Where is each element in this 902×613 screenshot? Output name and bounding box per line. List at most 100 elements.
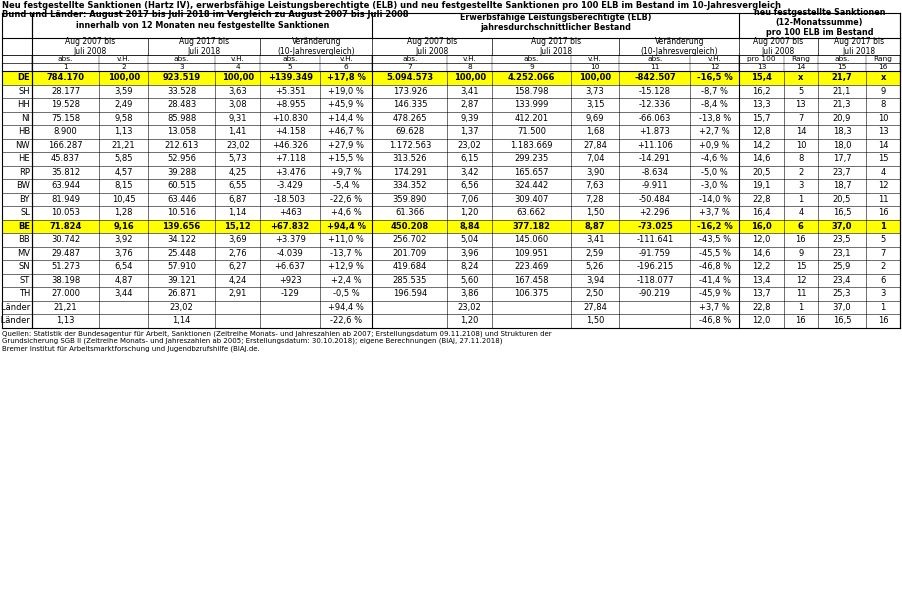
Text: 3,42: 3,42 (461, 168, 479, 177)
Text: 9,16: 9,16 (114, 222, 134, 230)
Text: 15,12: 15,12 (225, 222, 251, 230)
Text: v.H.: v.H. (339, 56, 354, 62)
Text: 8,24: 8,24 (461, 262, 479, 271)
Text: 201.709: 201.709 (392, 249, 427, 257)
Text: +94,4 %: +94,4 % (327, 222, 366, 230)
Text: 4,24: 4,24 (228, 276, 247, 285)
Text: -73.025: -73.025 (637, 222, 673, 230)
Text: 13,4: 13,4 (752, 276, 771, 285)
Text: 334.352: 334.352 (392, 181, 428, 190)
Text: 6: 6 (344, 64, 348, 70)
Text: -4.039: -4.039 (277, 249, 304, 257)
Text: 21,21: 21,21 (54, 303, 78, 312)
Text: 11: 11 (878, 195, 888, 204)
Text: BE: BE (18, 222, 30, 230)
Text: 8: 8 (798, 154, 804, 163)
Text: 377.182: 377.182 (512, 222, 550, 230)
Text: 2: 2 (880, 262, 886, 271)
Text: +463: +463 (279, 208, 301, 217)
Text: SH: SH (18, 87, 30, 96)
Text: 23,02: 23,02 (458, 303, 482, 312)
Text: -118.077: -118.077 (636, 276, 674, 285)
Text: 21,1: 21,1 (833, 87, 851, 96)
Text: 7,28: 7,28 (585, 195, 604, 204)
Text: 75.158: 75.158 (51, 114, 80, 123)
Text: 100,00: 100,00 (222, 73, 253, 82)
Text: +8.955: +8.955 (275, 101, 306, 109)
Text: -45,9 %: -45,9 % (699, 289, 731, 299)
Text: 25.448: 25.448 (167, 249, 196, 257)
Text: 256.702: 256.702 (392, 235, 427, 244)
Text: 15,4: 15,4 (751, 73, 772, 82)
Text: +3,7 %: +3,7 % (699, 208, 731, 217)
Text: 85.988: 85.988 (167, 114, 197, 123)
Text: abs.: abs. (282, 56, 298, 62)
Text: -66.063: -66.063 (639, 114, 671, 123)
Bar (2, 314, 900, 327)
Text: 12,8: 12,8 (752, 128, 771, 136)
Text: 2: 2 (121, 64, 126, 70)
Text: -15.128: -15.128 (639, 87, 671, 96)
Text: 16,4: 16,4 (752, 208, 771, 217)
Text: 3: 3 (880, 289, 886, 299)
Text: 71.500: 71.500 (517, 128, 546, 136)
Text: 12,0: 12,0 (752, 316, 770, 326)
Text: 167.458: 167.458 (514, 276, 548, 285)
Text: 10: 10 (590, 64, 600, 70)
Text: Aug 2017 bis
Juli 2018: Aug 2017 bis Juli 2018 (530, 37, 581, 56)
Text: 8.900: 8.900 (54, 128, 78, 136)
Text: -842.507: -842.507 (634, 73, 676, 82)
Text: 1.183.669: 1.183.669 (511, 141, 553, 150)
Text: -9.911: -9.911 (641, 181, 668, 190)
Text: 23,5: 23,5 (833, 235, 851, 244)
Text: 9: 9 (529, 64, 534, 70)
Text: 21,7: 21,7 (832, 73, 852, 82)
Text: 23,02: 23,02 (458, 141, 482, 150)
Text: -45,5 %: -45,5 % (699, 249, 731, 257)
Text: 299.235: 299.235 (514, 154, 548, 163)
Text: +4.158: +4.158 (275, 128, 306, 136)
Text: 10: 10 (796, 141, 806, 150)
Text: 16,5: 16,5 (833, 316, 851, 326)
Text: -0,5 %: -0,5 % (333, 289, 360, 299)
Bar (2, 152, 900, 166)
Text: +10.830: +10.830 (272, 114, 308, 123)
Text: +46,7 %: +46,7 % (328, 128, 364, 136)
Text: innerhalb von 12 Monaten neu festgestellte Sanktionen: innerhalb von 12 Monaten neu festgestell… (76, 21, 329, 30)
Text: 133.999: 133.999 (514, 101, 548, 109)
Text: 6,15: 6,15 (461, 154, 479, 163)
Text: 12,2: 12,2 (752, 262, 770, 271)
Bar (2, 179, 900, 192)
Text: Aug 2007 bis
Juli 2008: Aug 2007 bis Juli 2008 (753, 37, 804, 56)
Text: 16,0: 16,0 (751, 222, 772, 230)
Text: 5.094.573: 5.094.573 (386, 73, 434, 82)
Text: 28.177: 28.177 (51, 87, 80, 96)
Text: 1,28: 1,28 (115, 208, 133, 217)
Text: Bund und Länder: August 2017 bis Juli 2018 im Vergleich zu August 2007 bis Juli : Bund und Länder: August 2017 bis Juli 20… (2, 10, 409, 19)
Bar (2, 219, 900, 233)
Text: -46,8 %: -46,8 % (699, 262, 731, 271)
Text: 166.287: 166.287 (49, 141, 83, 150)
Text: 23,1: 23,1 (833, 249, 851, 257)
Text: Aug 2007 bis
Juli 2008: Aug 2007 bis Juli 2008 (407, 37, 457, 56)
Text: -16,2 %: -16,2 % (697, 222, 732, 230)
Text: 15: 15 (796, 262, 806, 271)
Text: 4,25: 4,25 (228, 168, 247, 177)
Text: 19,1: 19,1 (752, 181, 770, 190)
Text: 45.837: 45.837 (51, 154, 80, 163)
Text: +19,0 %: +19,0 % (328, 87, 364, 96)
Text: Rang: Rang (791, 56, 810, 62)
Bar (2, 287, 900, 300)
Text: SL: SL (20, 208, 30, 217)
Text: +45,9 %: +45,9 % (328, 101, 364, 109)
Text: 63.944: 63.944 (51, 181, 80, 190)
Text: 9,39: 9,39 (461, 114, 479, 123)
Text: -16,5 %: -16,5 % (697, 73, 732, 82)
Text: 196.594: 196.594 (392, 289, 427, 299)
Text: 923.519: 923.519 (162, 73, 201, 82)
Text: +67.832: +67.832 (271, 222, 309, 230)
Text: 212.613: 212.613 (164, 141, 198, 150)
Text: 8,87: 8,87 (584, 222, 605, 230)
Text: -129: -129 (281, 289, 299, 299)
Text: 38.198: 38.198 (51, 276, 80, 285)
